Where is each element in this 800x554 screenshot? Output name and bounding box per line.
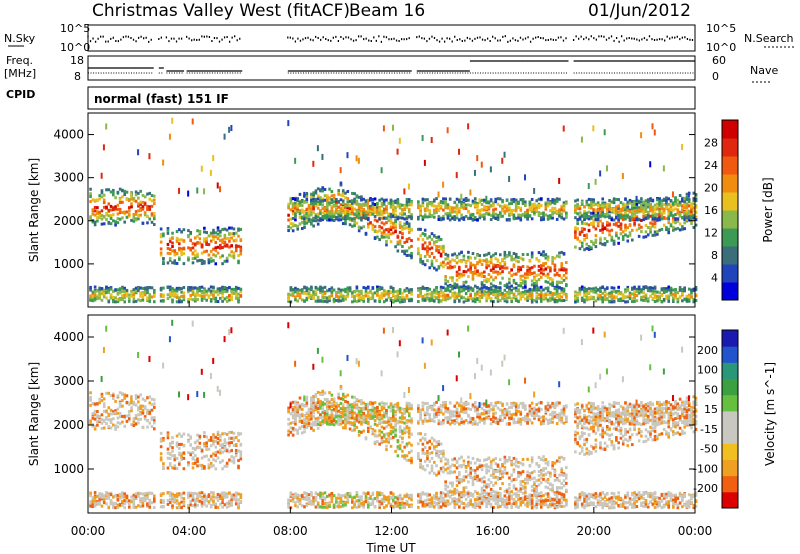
- velocity-y-axis-label: Slant Range [km]: [27, 362, 41, 466]
- colorbar-swatch: [722, 192, 738, 211]
- power-y-axis-label: Slant Range [km]: [27, 158, 41, 262]
- colorbar-tick-label: 12: [704, 227, 718, 240]
- noise-trace: [87, 35, 694, 43]
- date-label: 01/Jun/2012: [588, 1, 691, 21]
- colorbar-swatch: [722, 174, 738, 193]
- colorbar-swatch: [722, 378, 738, 396]
- colorbar-tick-label: -50: [700, 443, 718, 456]
- colorbar-tick-label: 4: [711, 272, 718, 285]
- x-tick-label: 00:00: [71, 524, 106, 538]
- colorbar-swatch: [722, 228, 738, 247]
- noise-top-left: 10^5: [60, 22, 90, 35]
- x-tick-label: 16:00: [475, 524, 510, 538]
- colorbar-swatch: [722, 475, 738, 493]
- nave-top-tick: 60: [712, 54, 726, 67]
- x-tick-label: 12:00: [374, 524, 409, 538]
- colorbar-swatch: [722, 156, 738, 175]
- colorbar-swatch: [722, 282, 738, 301]
- colorbar-swatch: [722, 491, 738, 509]
- freq-top-tick: 18: [70, 54, 84, 67]
- plot-title: Christmas Valley West (fitACF): [92, 1, 350, 21]
- nsearch-label: N.Search: [744, 32, 794, 45]
- colorbar-swatch: [722, 330, 738, 347]
- colorbar-swatch: [722, 246, 738, 265]
- cpid-panel-frame: [87, 86, 696, 110]
- beam-label: Beam 16: [349, 1, 425, 21]
- colorbar-tick-label: -15: [700, 423, 718, 436]
- power-y-ticks: 1000 2000 3000 4000: [53, 128, 695, 271]
- x-tick-label: 08:00: [273, 524, 308, 538]
- freq-bottom-tick: 8: [74, 70, 81, 83]
- colorbar-swatch: [722, 394, 738, 412]
- colorbar-tick-label: 100: [697, 364, 718, 377]
- colorbar-swatch: [722, 427, 738, 444]
- nave-label: Nave: [750, 64, 778, 77]
- power-heatmap: [89, 117, 698, 304]
- velocity-y-ticks: 1000 2000 3000 4000: [53, 330, 695, 476]
- mhz-label: [MHz]: [4, 67, 36, 80]
- colorbar-tick-label: 15: [704, 403, 718, 416]
- colorbar-frame: [721, 329, 739, 509]
- colorbar-swatch: [722, 264, 738, 283]
- x-axis: 00:00 04:00 08:00 12:00 16:00 20:00 00:00: [71, 301, 713, 538]
- colorbar-frame: [721, 119, 739, 301]
- colorbar-swatch: [722, 120, 738, 139]
- power-colorbar-label: Power [dB]: [761, 177, 775, 242]
- noise-panel-frame: [87, 24, 696, 52]
- x-tick-label: 20:00: [577, 524, 612, 538]
- colorbar-swatch: [722, 346, 738, 363]
- colorbar-swatch: [722, 410, 738, 428]
- y-tick-label: 3000: [53, 374, 84, 388]
- power-colorbar: 4 8 12 16 20 24 28: [704, 119, 739, 301]
- noise-bottom-right: 10^0: [706, 41, 736, 54]
- x-axis-label: Time UT: [365, 541, 416, 554]
- freq-panel-frame: [87, 55, 696, 81]
- y-tick-label: 4000: [53, 330, 84, 344]
- mode-label: normal (fast) 151 IF: [94, 92, 229, 106]
- colorbar-tick-label: -100: [693, 462, 718, 475]
- colorbar-swatch: [722, 459, 738, 477]
- colorbar-tick-label: 16: [704, 204, 718, 217]
- colorbar-swatch: [722, 443, 738, 460]
- colorbar-tick-label: 24: [704, 159, 718, 172]
- noise-panel: N.Sky N.Search 10^5 10^0 10^5 10^0: [4, 22, 794, 54]
- y-tick-label: 2000: [53, 214, 84, 228]
- x-tick-label: 04:00: [172, 524, 207, 538]
- colorbar-tick-label: 50: [704, 383, 718, 396]
- velocity-colorbar: -200 -100 -50 -15 15 50 100 200: [693, 329, 739, 509]
- y-tick-label: 1000: [53, 462, 84, 476]
- nave-bottom-tick: 0: [712, 70, 719, 83]
- y-tick-label: 1000: [53, 257, 84, 271]
- nsky-label: N.Sky: [4, 32, 36, 45]
- freq-label: Freq.: [6, 54, 33, 67]
- colorbar-tick-label: -200: [693, 482, 718, 495]
- colorbar-swatch: [722, 210, 738, 229]
- colorbar-swatch: [722, 138, 738, 157]
- velocity-panel: 1000 2000 3000 4000 Slant Range [km] -200 -1…: [27, 314, 777, 514]
- velocity-colorbar-label: Velocity [m s^-1]: [763, 362, 777, 466]
- colorbar-tick-label: 8: [711, 249, 718, 262]
- freq-trace: [88, 60, 695, 74]
- power-panel: 1000 2000 3000 4000 Slant Range [km] 4 8 12 16…: [27, 112, 775, 308]
- y-tick-label: 2000: [53, 418, 84, 432]
- colorbar-tick-label: 200: [697, 344, 718, 357]
- colorbar-tick-label: 28: [704, 137, 718, 150]
- noise-bottom-left: 10^0: [60, 41, 90, 54]
- y-tick-label: 3000: [53, 171, 84, 185]
- colorbar-tick-label: 20: [704, 182, 718, 195]
- colorbar-swatch: [722, 362, 738, 380]
- noise-top-right: 10^5: [706, 22, 736, 35]
- cpid-label: CPID: [6, 88, 35, 101]
- x-tick-label: 00:00: [678, 524, 713, 538]
- velocity-heatmap: [89, 319, 698, 510]
- freq-panel: Freq. [MHz] 18 8 60 0 Nave: [4, 54, 778, 83]
- y-tick-label: 4000: [53, 128, 84, 142]
